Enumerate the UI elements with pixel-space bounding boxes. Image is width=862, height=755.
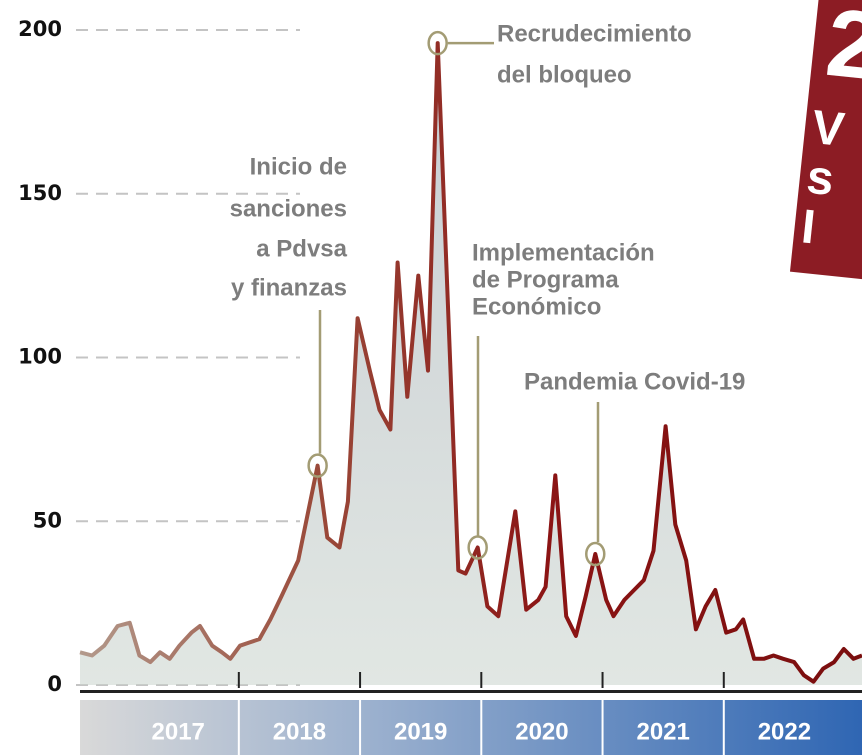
annotation-text: de Programa <box>472 266 619 293</box>
annotation-text: a Pdvsa <box>256 235 347 262</box>
y-tick-label: 100 <box>18 345 62 369</box>
y-tick-label: 200 <box>18 17 62 41</box>
annotation-text: sanciones <box>230 195 347 222</box>
x-axis-base <box>80 690 862 693</box>
annotation-marker <box>585 541 606 567</box>
annotation-text: y finanzas <box>231 274 347 301</box>
y-tick-label: 150 <box>18 181 62 205</box>
x-axis-line <box>80 686 862 690</box>
annotation-marker <box>467 535 488 560</box>
year-label: 2020 <box>515 718 568 745</box>
area <box>80 43 862 686</box>
year-band <box>80 700 862 755</box>
year-label: 2021 <box>636 718 689 745</box>
y-tick-label: 50 <box>33 508 62 532</box>
annotation-marker <box>427 30 448 56</box>
annotation-marker <box>307 453 328 478</box>
line <box>79 41 862 684</box>
annotation-text: Implementación <box>472 239 655 266</box>
year-label: 2018 <box>273 718 326 745</box>
year-label: 2022 <box>758 718 811 745</box>
annotation-text: Económico <box>472 293 601 320</box>
annotation-text: Pandemia Covid-19 <box>524 368 745 395</box>
annotation-text: Inicio de <box>250 153 347 180</box>
badge-text: V <box>809 101 846 157</box>
year-label: 2019 <box>394 718 447 745</box>
badge-text: s <box>804 151 836 207</box>
year-label: 2017 <box>152 718 205 745</box>
badge-text: I <box>799 200 818 254</box>
y-tick-label: 0 <box>47 672 62 696</box>
annotation-text: del bloqueo <box>497 61 632 88</box>
badge-bg <box>789 0 862 282</box>
annotation-text: Recrudecimiento <box>497 20 692 47</box>
